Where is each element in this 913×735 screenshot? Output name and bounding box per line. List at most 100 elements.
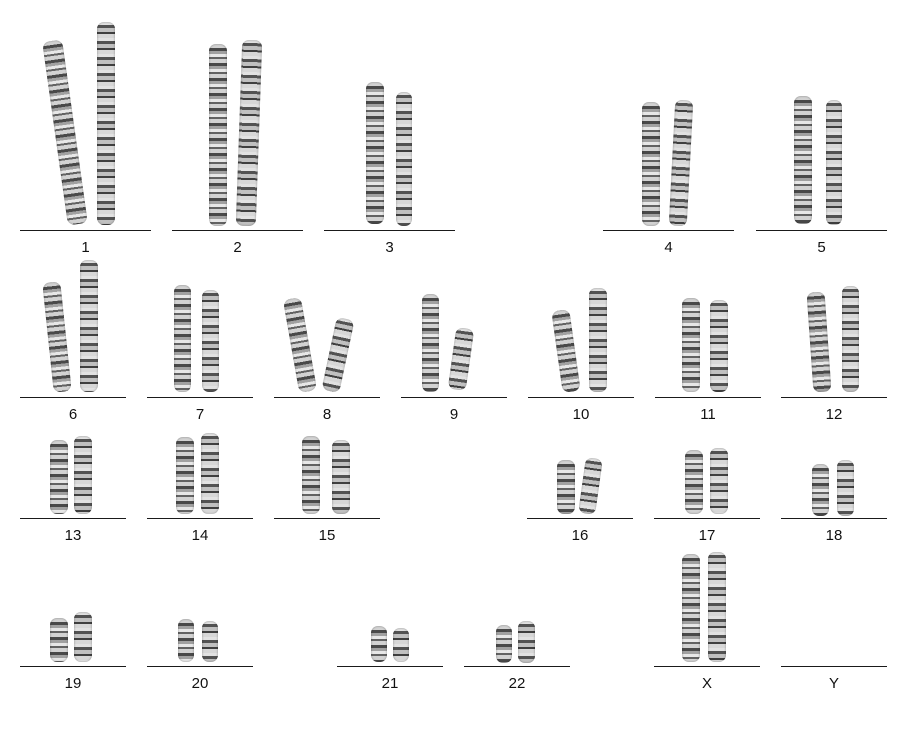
label-19: 19 — [64, 675, 82, 692]
chromosome-5-a — [794, 96, 812, 224]
label-10: 10 — [572, 406, 590, 423]
chromosome-pair-4 — [636, 99, 700, 227]
chromosome-pair-19 — [48, 612, 98, 664]
chromosome-13-b — [74, 436, 92, 514]
baseline-11 — [655, 397, 761, 398]
label-12: 12 — [825, 406, 843, 423]
label-y: Y — [828, 675, 839, 692]
chromosome-18-a — [812, 464, 829, 516]
baseline-10 — [528, 397, 634, 398]
baseline-y — [781, 666, 887, 667]
chromosome-pair-22 — [494, 621, 540, 664]
label-6: 6 — [68, 406, 78, 423]
chromosome-2-b — [235, 39, 263, 227]
chromosome-7-b — [202, 290, 219, 392]
chromosome-pair-5 — [790, 96, 850, 227]
baseline-22 — [464, 666, 570, 667]
chromosome-3-b — [396, 92, 412, 226]
chromosome-22-b — [518, 621, 535, 663]
chromosome-pair-10 — [551, 288, 617, 394]
baseline-8 — [274, 397, 380, 398]
chromosome-21-b — [393, 628, 409, 662]
label-1: 1 — [81, 239, 90, 256]
chromosome-17-a — [685, 450, 703, 514]
chromosome-17-b — [710, 448, 728, 514]
chromosome-pair-16 — [555, 457, 605, 516]
label-18: 18 — [825, 527, 843, 544]
label-7: 7 — [195, 406, 205, 423]
chromosome-14-a — [176, 437, 194, 514]
label-21: 21 — [381, 675, 399, 692]
chromosome-pair-20 — [176, 619, 222, 664]
label-13: 13 — [64, 527, 82, 544]
chromosome-2-a — [209, 44, 227, 226]
chromosome-19-a — [50, 618, 68, 662]
baseline-17 — [654, 518, 760, 519]
label-5: 5 — [817, 239, 826, 256]
chromosome-6-a — [42, 281, 72, 393]
chromosome-pair-11 — [680, 298, 736, 394]
chromosome-pair-x — [680, 552, 732, 664]
chromosome-9-b — [447, 327, 475, 391]
baseline-18 — [781, 518, 887, 519]
chromosome-10-b — [589, 288, 607, 392]
baseline-6 — [20, 397, 126, 398]
baseline-9 — [401, 397, 507, 398]
chromosome-12-a — [806, 291, 832, 393]
chromosome-19-b — [74, 612, 92, 662]
chromosome-pair-6 — [40, 260, 106, 394]
baseline-16 — [527, 518, 633, 519]
chromosome-13-a — [50, 440, 68, 514]
chromosome-14-b — [201, 433, 219, 514]
chromosome-11-b — [710, 300, 728, 392]
baseline-4 — [603, 230, 734, 231]
chromosome-8-a — [282, 297, 318, 393]
chromosome-pair-17 — [683, 448, 733, 516]
chromosome-pair-8 — [282, 296, 369, 394]
chromosome-10-a — [551, 309, 581, 393]
chromosome-20-b — [202, 621, 218, 662]
chromosome-pair-13 — [48, 436, 98, 516]
label-8: 8 — [322, 406, 332, 423]
chromosome-7-a — [174, 285, 191, 392]
label-9: 9 — [449, 406, 459, 423]
baseline-12 — [781, 397, 887, 398]
baseline-21 — [337, 666, 443, 667]
chromosome-16-b — [578, 457, 603, 515]
label-x: X — [701, 675, 712, 692]
label-3: 3 — [385, 239, 394, 256]
chromosome-pair-9 — [418, 294, 488, 394]
chromosome-22-a — [496, 625, 512, 663]
baseline-14 — [147, 518, 253, 519]
baseline-13 — [20, 518, 126, 519]
label-15: 15 — [318, 527, 336, 544]
baseline-20 — [147, 666, 253, 667]
label-17: 17 — [698, 527, 716, 544]
chromosome-4-a — [642, 102, 660, 226]
label-2: 2 — [233, 239, 242, 256]
baseline-19 — [20, 666, 126, 667]
chromosome-11-a — [682, 298, 700, 392]
baseline-3 — [324, 230, 455, 231]
chromosome-8-b — [321, 316, 355, 394]
chromosome-15-a — [302, 436, 320, 514]
label-20: 20 — [191, 675, 209, 692]
chromosome-6-b — [80, 260, 98, 392]
label-11: 11 — [700, 406, 716, 423]
chromosome-15-b — [332, 440, 350, 514]
chromosome-pair-12 — [806, 286, 866, 394]
baseline-x — [654, 666, 760, 667]
chromosome-pair-7 — [170, 285, 226, 394]
chromosome-x-a — [682, 554, 700, 662]
baseline-15 — [274, 518, 380, 519]
label-22: 22 — [508, 675, 526, 692]
chromosome-pair-1 — [42, 22, 125, 227]
chromosome-4-b — [668, 99, 694, 227]
baseline-5 — [756, 230, 887, 231]
chromosome-pair-18 — [810, 460, 858, 516]
chromosome-x-b — [708, 552, 726, 662]
chromosome-pair-3 — [360, 82, 420, 227]
chromosome-pair-14 — [174, 433, 224, 516]
chromosome-16-a — [557, 460, 575, 514]
chromosome-3-a — [366, 82, 384, 224]
